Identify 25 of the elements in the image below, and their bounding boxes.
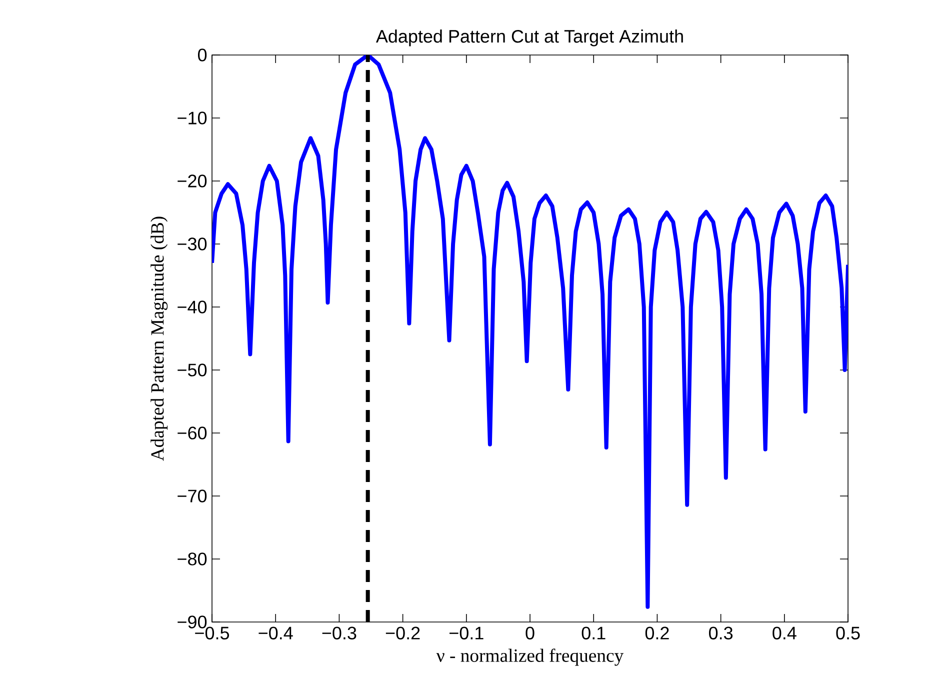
y-tick-label: 0 (198, 48, 207, 62)
x-tick-label: −0.4 (258, 626, 293, 640)
x-tick-label: 0.1 (582, 626, 606, 640)
x-tick-label: −0.3 (322, 626, 356, 640)
x-axis-title: ν - normalized frequency (436, 648, 624, 666)
x-tick-label: 0.4 (772, 626, 796, 640)
x-tick-label: −0.1 (450, 626, 484, 640)
y-tick-label: −20 (178, 174, 207, 188)
x-tick-label: 0.3 (709, 626, 733, 640)
y-tick-label: −80 (178, 552, 207, 566)
x-tick-label: 0.2 (645, 626, 669, 640)
y-tick-label: −10 (178, 112, 207, 124)
y-tick-label: −60 (178, 426, 207, 440)
x-tick-label: 0 (526, 626, 534, 640)
y-axis-title: Adapted Pattern Magnitude (dB) (150, 216, 168, 461)
chart-title: Adapted Pattern Cut at Target Azimuth (376, 30, 683, 46)
y-tick-label: −30 (178, 238, 207, 250)
y-tick-label: −70 (178, 490, 207, 502)
x-tick-label: −0.5 (195, 626, 230, 640)
y-tick-label: −90 (178, 616, 207, 628)
x-tick-label: −0.2 (386, 626, 420, 640)
x-tick-label: 0.5 (836, 626, 860, 640)
line-series (212, 55, 848, 609)
y-tick-label: −40 (178, 300, 207, 314)
y-tick-label: −50 (178, 364, 207, 376)
